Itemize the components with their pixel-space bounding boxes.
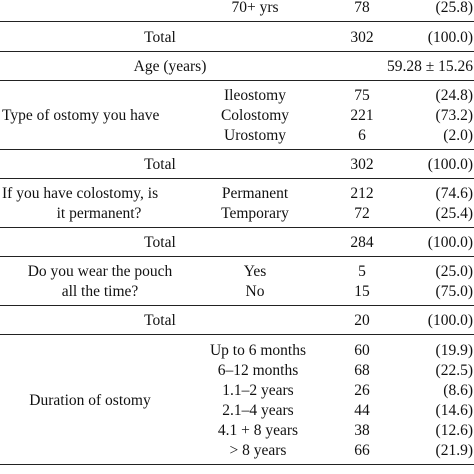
- duration-count: 66: [354, 442, 370, 459]
- duration-percent: (21.9): [435, 442, 473, 459]
- row-divider: [0, 227, 474, 228]
- total-percent: (100.0): [427, 234, 473, 251]
- duration-label: 2.1–4 years: [222, 402, 294, 419]
- duration-count: 68: [354, 362, 370, 379]
- ostomy-type-label: Urostomy: [224, 127, 286, 144]
- duration-percent: (14.6): [435, 402, 473, 419]
- colostomy-status-count: 72: [354, 205, 370, 222]
- total-percent: (100.0): [427, 312, 473, 329]
- duration-label: > 8 years: [229, 442, 287, 459]
- duration-question: Duration of ostomy: [29, 392, 151, 409]
- ostomy-type-percent: (24.8): [435, 87, 473, 104]
- age-group-label: 70+ yrs: [231, 0, 279, 16]
- row-divider: [0, 178, 474, 179]
- duration-count: 38: [354, 422, 370, 439]
- duration-label: 4.1 + 8 years: [217, 422, 299, 439]
- total-label: Total: [144, 312, 176, 329]
- row-divider: [0, 305, 474, 306]
- colostomy-question-line2: it permanent?: [56, 205, 142, 222]
- colostomy-status-count: 212: [350, 185, 374, 202]
- total-label: Total: [144, 156, 176, 173]
- pouch-answer-count: 5: [358, 263, 366, 280]
- colostomy-status-label: Temporary: [221, 205, 289, 222]
- pouch-question-line1: Do you wear the pouch: [27, 263, 173, 280]
- row-divider: [0, 21, 474, 22]
- row-divider: [0, 51, 474, 52]
- duration-label: Up to 6 months: [209, 342, 307, 359]
- colostomy-status-percent: (25.4): [435, 205, 473, 222]
- total-percent: (100.0): [427, 29, 473, 46]
- age-group-count: 78: [354, 0, 370, 16]
- age-group-percent: (25.8): [435, 0, 473, 16]
- duration-label: 1.1–2 years: [222, 382, 294, 399]
- pouch-answer-count: 15: [354, 283, 370, 300]
- age-label: Age (years): [133, 58, 207, 75]
- ostomy-type-question: Type of ostomy you have: [2, 107, 160, 124]
- duration-count: 26: [354, 382, 370, 399]
- total-percent: (100.0): [427, 156, 473, 173]
- pouch-answer-percent: (75.0): [435, 283, 473, 300]
- row-divider: [0, 464, 474, 465]
- duration-percent: (19.9): [435, 342, 473, 359]
- total-count: 20: [354, 312, 370, 329]
- ostomy-type-label: Colostomy: [220, 107, 290, 124]
- colostomy-status-percent: (74.6): [435, 185, 473, 202]
- duration-count: 60: [354, 342, 370, 359]
- colostomy-question-line1: If you have colostomy, is: [2, 185, 159, 202]
- total-count: 302: [350, 29, 374, 46]
- duration-percent: (12.6): [435, 422, 473, 439]
- pouch-answer-label: No: [245, 283, 265, 300]
- row-divider: [0, 256, 474, 257]
- ostomy-type-count: 221: [350, 107, 374, 124]
- ostomy-type-percent: (73.2): [435, 107, 473, 124]
- duration-count: 44: [354, 402, 370, 419]
- ostomy-type-count: 75: [354, 87, 370, 104]
- total-label: Total: [144, 234, 176, 251]
- ostomy-type-percent: (2.0): [443, 127, 473, 144]
- total-count: 302: [350, 156, 374, 173]
- row-divider: [0, 149, 474, 150]
- pouch-question-line2: all the time?: [61, 283, 139, 300]
- duration-label: 6–12 months: [217, 362, 299, 379]
- pouch-answer-percent: (25.0): [435, 263, 473, 280]
- duration-percent: (22.5): [435, 362, 473, 379]
- total-label: Total: [144, 29, 176, 46]
- total-count: 284: [350, 234, 374, 251]
- ostomy-type-count: 6: [358, 127, 366, 144]
- colostomy-status-label: Permanent: [221, 185, 289, 202]
- pouch-answer-label: Yes: [243, 263, 267, 280]
- duration-percent: (8.6): [443, 382, 473, 399]
- ostomy-type-label: Ileostomy: [224, 87, 286, 104]
- row-divider: [0, 80, 474, 81]
- age-mean-sd: 59.28 ± 15.26: [386, 58, 473, 75]
- row-divider: [0, 334, 474, 335]
